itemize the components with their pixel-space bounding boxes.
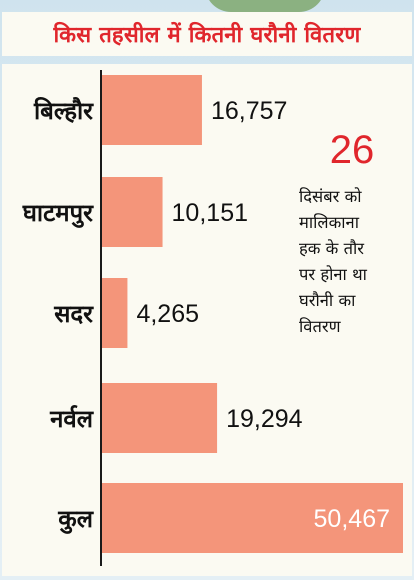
annotation-text: दिसंबर को मालिकाना हक के तौर पर होना था … (299, 184, 409, 340)
bar (102, 177, 163, 247)
annotation-number: 26 (293, 128, 411, 173)
category-label: सदर (53, 300, 94, 328)
value-label: 4,265 (136, 300, 199, 328)
value-label: 16,757 (211, 97, 287, 125)
category-label: कुल (57, 505, 94, 534)
category-label: नर्वल (49, 405, 95, 433)
bar (102, 75, 202, 145)
value-label: 19,294 (226, 405, 303, 433)
bar (102, 383, 217, 453)
bar (102, 278, 127, 348)
category-label: घाटमपुर (22, 199, 94, 228)
annotation-box: 26 दिसंबर को मालिकाना हक के तौर पर होना … (293, 118, 411, 390)
value-label: 50,467 (314, 505, 390, 533)
value-label: 10,151 (172, 199, 248, 227)
category-label: बिल्हौर (33, 97, 94, 125)
